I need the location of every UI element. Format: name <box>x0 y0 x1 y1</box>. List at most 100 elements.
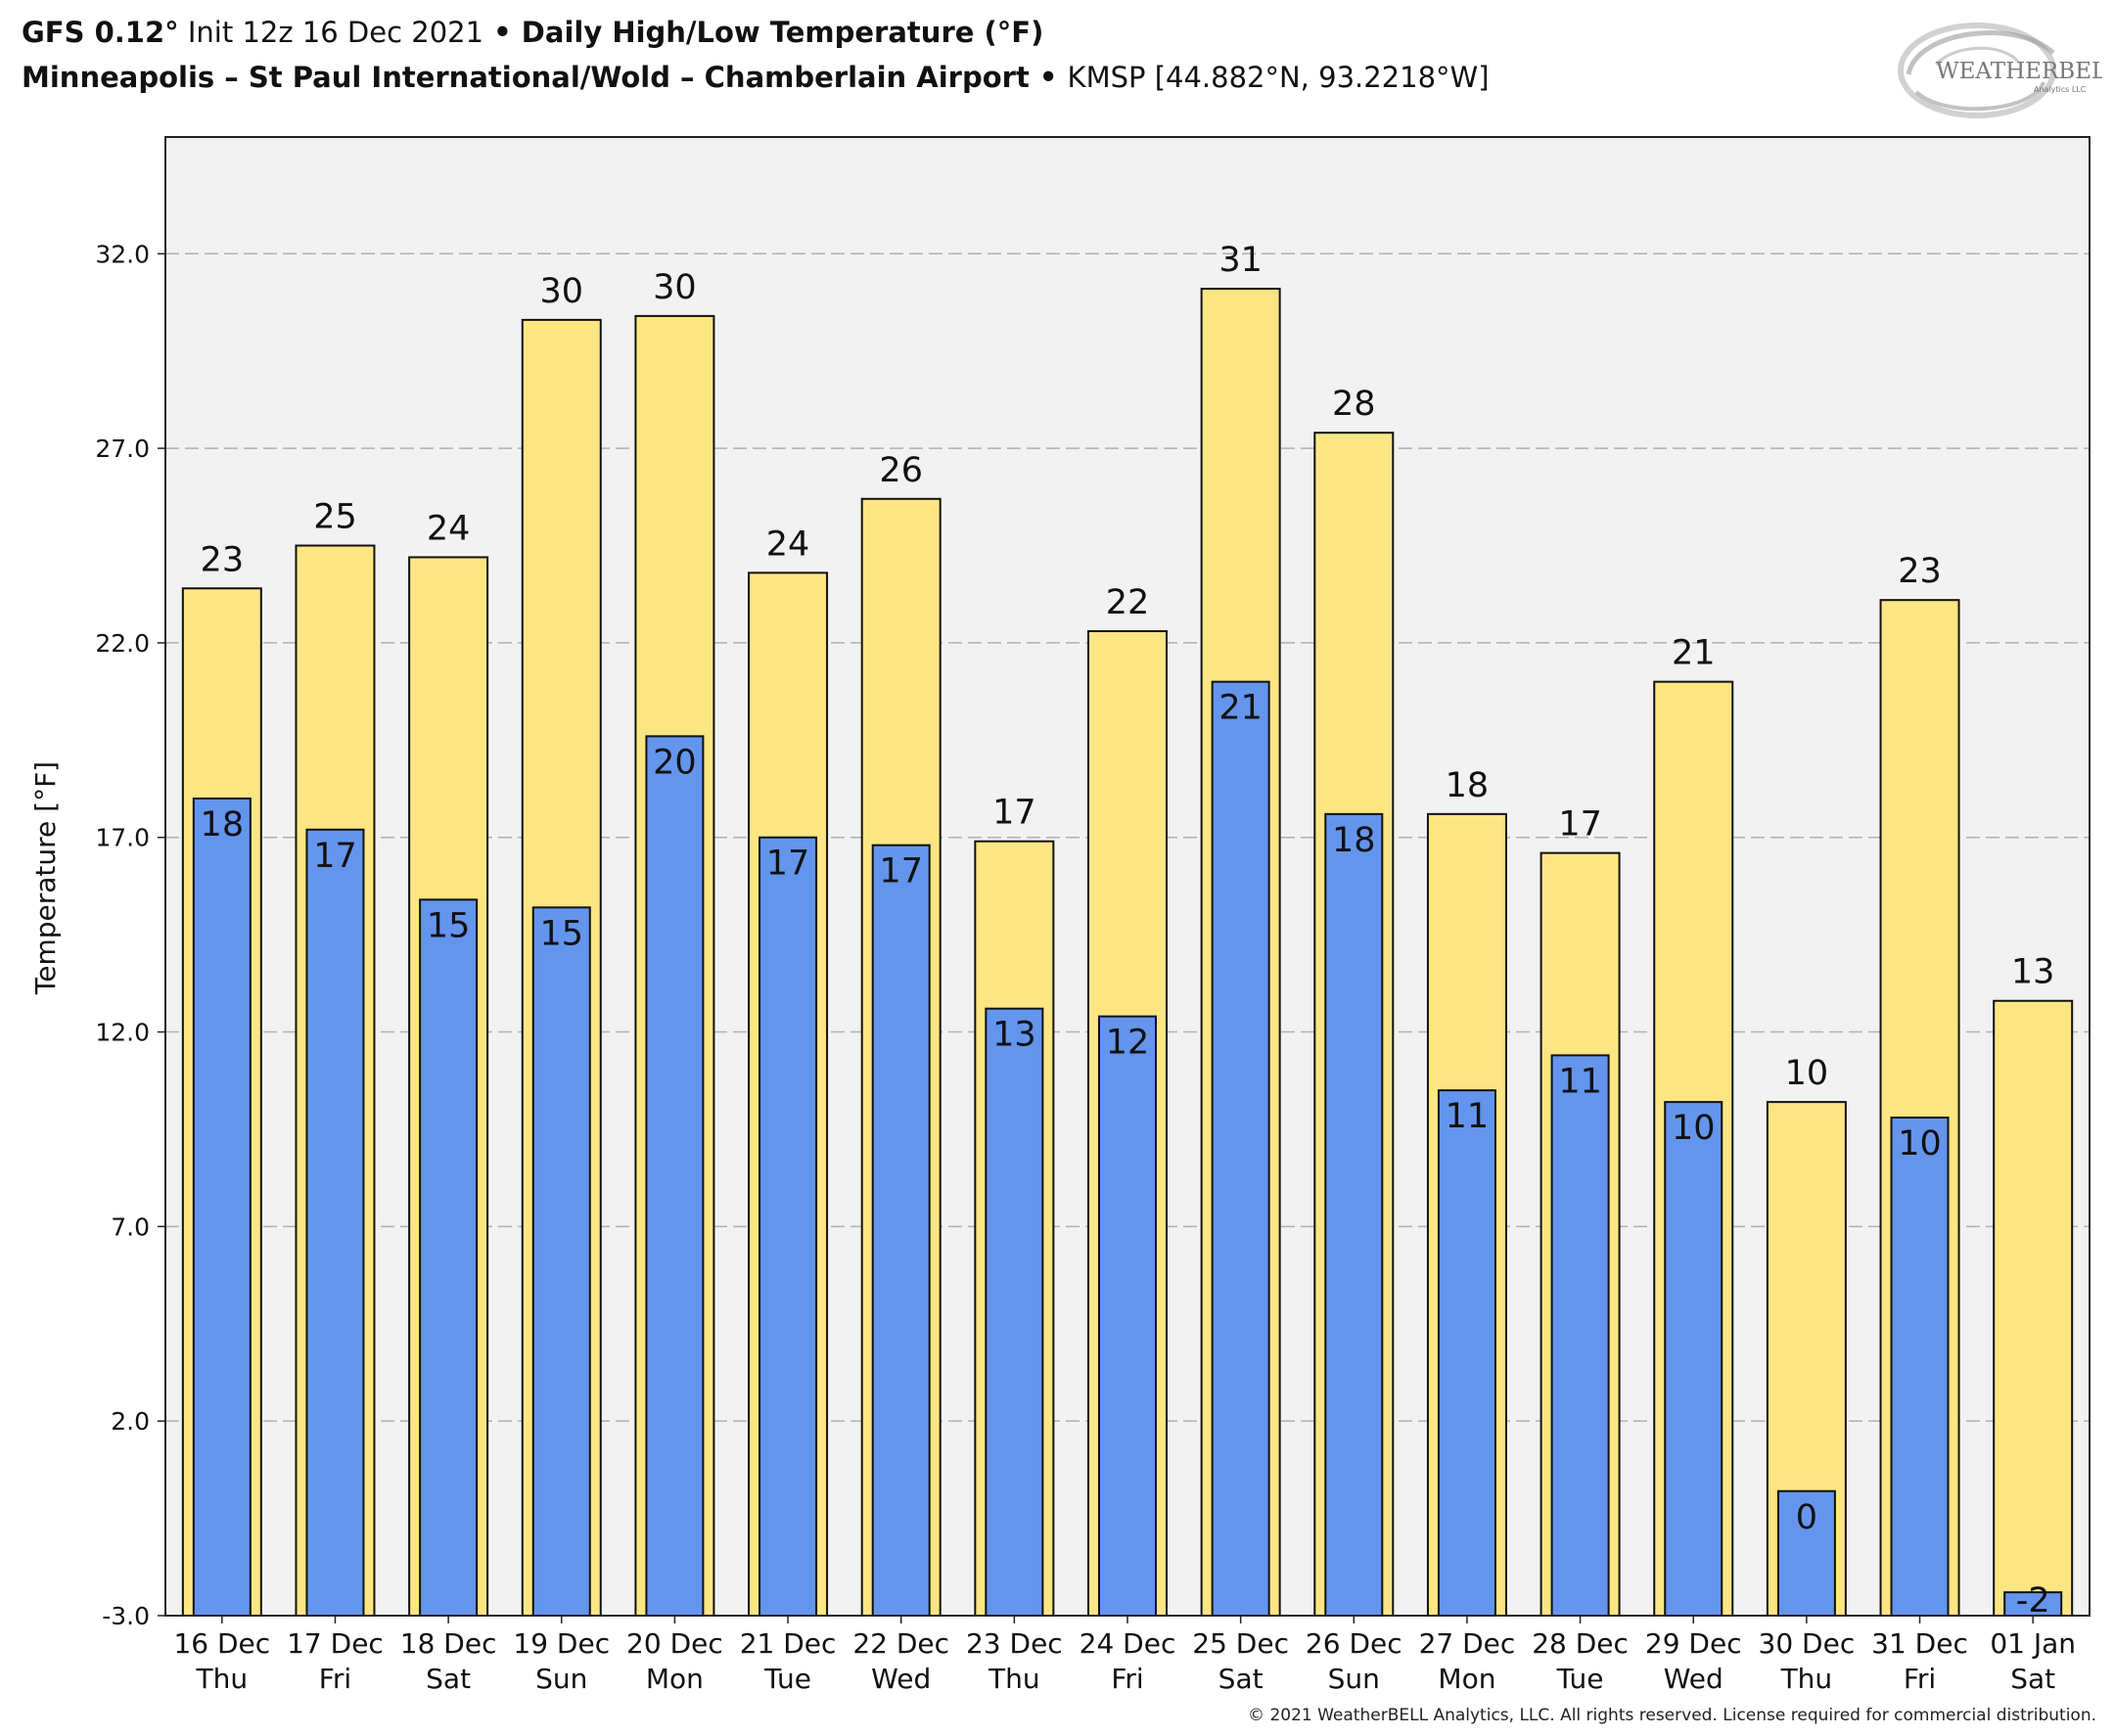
low-value-label: 13 <box>992 1016 1036 1055</box>
header-line-1: GFS 0.12° Init 12z 16 Dec 2021 • Daily H… <box>22 10 1881 55</box>
x-tick-label-date: 22 Dec <box>852 1627 949 1660</box>
y-tick-label: 2.0 <box>111 1407 150 1436</box>
x-tick-label-weekday: Thu <box>196 1663 249 1695</box>
x-tick-label-date: 18 Dec <box>400 1627 497 1660</box>
x-tick-label-weekday: Wed <box>871 1663 931 1695</box>
x-tick-label-date: 01 Jan <box>1990 1627 2076 1660</box>
low-value-label: 18 <box>1332 821 1376 860</box>
logo-text: WEATHERBELL <box>1936 59 2102 84</box>
low-value-label: 10 <box>1672 1109 1716 1148</box>
high-value-label: 28 <box>1332 385 1376 424</box>
low-value-label: 20 <box>653 743 697 782</box>
header-line-2: Minneapolis – St Paul International/Wold… <box>22 55 1881 100</box>
high-value-label: 26 <box>879 451 923 490</box>
axes: -3.02.07.012.017.022.027.032.016 DecThu1… <box>95 136 2091 1695</box>
x-tick-label-weekday: Sun <box>1328 1663 1380 1695</box>
high-value-label: 24 <box>427 509 471 548</box>
y-axis-label: Temperature [°F] <box>29 761 62 995</box>
x-tick-label-date: 26 Dec <box>1306 1627 1402 1660</box>
low-value-label: 0 <box>1796 1498 1817 1537</box>
x-tick-label-weekday: Tue <box>763 1663 811 1695</box>
low-bar <box>871 844 931 1617</box>
x-tick-label-date: 29 Dec <box>1645 1627 1742 1660</box>
low-value-label: 15 <box>539 914 583 953</box>
high-value-label: 23 <box>1898 552 1942 591</box>
station-name: Minneapolis – St Paul International/Wold… <box>22 61 1030 94</box>
x-tick-label-weekday: Sat <box>2010 1663 2055 1695</box>
x-tick-label-date: 19 Dec <box>513 1627 610 1660</box>
logo-subtext: Analytics LLC <box>2034 85 2087 94</box>
low-value-label: 18 <box>201 805 245 845</box>
x-tick-label-weekday: Thu <box>1780 1663 1833 1695</box>
x-tick-label-weekday: Fri <box>319 1663 351 1695</box>
high-value-label: 31 <box>1218 241 1263 280</box>
station-coords: KMSP [44.882°N, 93.2218°W] <box>1067 61 1490 94</box>
x-tick-label-weekday: Mon <box>646 1663 704 1695</box>
x-tick-label-date: 21 Dec <box>740 1627 837 1660</box>
high-value-label: 30 <box>539 272 583 311</box>
header-separator-2: • <box>1029 61 1068 94</box>
x-tick-label-weekday: Wed <box>1664 1663 1723 1695</box>
x-tick-label-date: 20 Dec <box>626 1627 723 1660</box>
weatherbell-logo: WEATHERBELL Analytics LLC <box>1898 23 2102 118</box>
model-name: GFS 0.12° <box>22 16 179 49</box>
y-tick-label: 17.0 <box>95 824 150 852</box>
init-time: Init 12z 16 Dec 2021 <box>178 16 484 49</box>
high-value-label: 17 <box>992 794 1036 833</box>
swirl-logo-icon <box>1898 23 2056 118</box>
low-value-label: 12 <box>1106 1024 1150 1063</box>
plot-frame <box>164 136 2091 1617</box>
low-value-label: 17 <box>766 845 810 884</box>
x-tick-label-weekday: Thu <box>988 1663 1040 1695</box>
y-tick-label: -3.0 <box>102 1602 150 1630</box>
copyright-notice: © 2021 WeatherBELL Analytics, LLC. All r… <box>1248 1706 2096 1725</box>
y-tick-label: 12.0 <box>95 1019 150 1047</box>
high-value-label: 23 <box>201 540 245 579</box>
x-tick-label-weekday: Fri <box>1904 1663 1936 1695</box>
high-value-label: 25 <box>313 498 357 537</box>
low-bar <box>1324 812 1384 1617</box>
high-value-label: 30 <box>653 268 697 307</box>
y-tick-label: 7.0 <box>111 1212 150 1241</box>
x-tick-label-date: 25 Dec <box>1192 1627 1289 1660</box>
high-value-label: 21 <box>1672 634 1716 673</box>
low-value-label: 15 <box>427 906 471 945</box>
low-bar <box>1550 1054 1610 1617</box>
x-tick-label-date: 23 Dec <box>966 1627 1063 1660</box>
x-tick-label-date: 17 Dec <box>287 1627 384 1660</box>
header-separator: • <box>483 16 522 49</box>
high-bar <box>1993 999 2074 1617</box>
x-tick-label-date: 16 Dec <box>173 1627 270 1660</box>
x-tick-label-date: 31 Dec <box>1871 1627 1968 1660</box>
x-tick-label-date: 28 Dec <box>1532 1627 1629 1660</box>
product-title: Daily High/Low Temperature (°F) <box>521 16 1044 49</box>
low-bar <box>192 797 252 1617</box>
low-bar <box>758 836 818 1617</box>
y-tick-label: 32.0 <box>95 240 150 268</box>
high-value-label: 17 <box>1558 805 1602 845</box>
high-value-label: 18 <box>1446 766 1490 805</box>
x-tick-label-date: 24 Dec <box>1080 1627 1176 1660</box>
x-tick-label-date: 27 Dec <box>1419 1627 1516 1660</box>
x-tick-label-weekday: Sat <box>426 1663 471 1695</box>
low-value-label: -2 <box>2016 1581 2050 1621</box>
low-bar <box>1098 1015 1157 1617</box>
high-value-label: 22 <box>1106 583 1150 622</box>
x-tick-label-weekday: Sun <box>535 1663 587 1695</box>
low-bar <box>531 906 591 1617</box>
high-value-label: 24 <box>766 525 810 564</box>
y-tick-label: 27.0 <box>95 434 150 463</box>
low-bar <box>985 1007 1044 1617</box>
low-bar <box>645 735 705 1617</box>
high-value-label: 13 <box>2011 953 2055 992</box>
x-tick-label-weekday: Fri <box>1111 1663 1143 1695</box>
x-tick-label-weekday: Mon <box>1438 1663 1495 1695</box>
x-tick-label-weekday: Tue <box>1556 1663 1604 1695</box>
low-bar <box>419 898 479 1617</box>
low-value-label: 21 <box>1218 689 1263 728</box>
low-bar <box>1890 1117 1950 1618</box>
x-tick-label-weekday: Sat <box>1218 1663 1264 1695</box>
low-bar <box>305 828 365 1617</box>
low-value-label: 10 <box>1898 1124 1942 1164</box>
